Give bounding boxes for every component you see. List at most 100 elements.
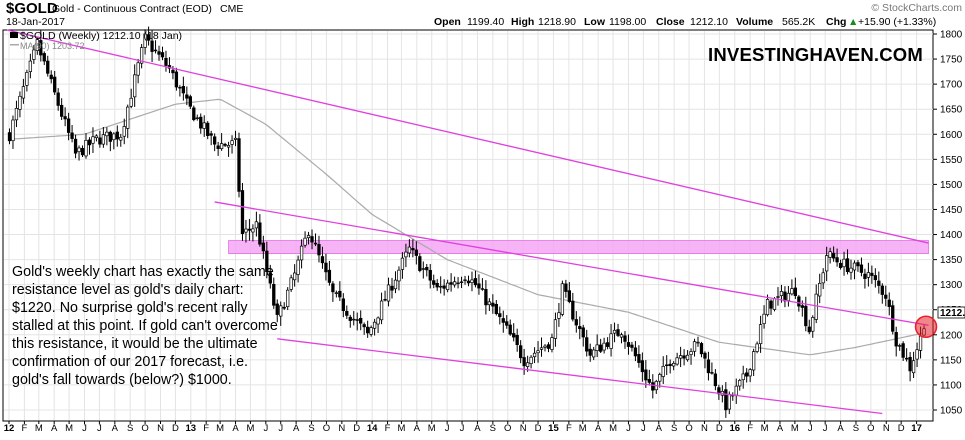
candle bbox=[884, 285, 888, 307]
candle bbox=[247, 218, 252, 241]
candle-body bbox=[647, 379, 651, 383]
x-tick-label: J bbox=[263, 423, 268, 434]
change-up-arrow-icon: ▲ bbox=[848, 16, 858, 28]
candle-body bbox=[258, 222, 262, 245]
candle-body bbox=[49, 74, 53, 80]
candle-body bbox=[206, 122, 210, 136]
candle bbox=[122, 118, 126, 145]
candle-body bbox=[213, 136, 217, 145]
x-tick-label: J bbox=[460, 423, 465, 434]
x-tick-label: 15 bbox=[548, 423, 559, 434]
candle-body bbox=[508, 324, 512, 335]
candle bbox=[393, 271, 398, 294]
candle-body bbox=[449, 282, 453, 285]
candle-body bbox=[313, 242, 318, 245]
candle-body bbox=[397, 269, 401, 282]
candle-body bbox=[393, 279, 398, 290]
candle-body bbox=[873, 275, 877, 281]
legend-price-entry: $GOLD (Weekly) 1212.10 (18 Jan) bbox=[20, 30, 182, 42]
candle bbox=[585, 329, 589, 357]
candle-body bbox=[292, 272, 297, 281]
candle bbox=[195, 114, 199, 121]
candle bbox=[866, 262, 871, 287]
y-tick-label: 1400 bbox=[940, 230, 963, 241]
candle-body bbox=[35, 39, 39, 51]
candle-body bbox=[244, 228, 248, 233]
candle bbox=[432, 274, 436, 289]
candle bbox=[21, 78, 26, 104]
x-tick-label: F bbox=[747, 423, 753, 434]
x-tick-label: F bbox=[21, 423, 27, 434]
x-tick-label: J bbox=[445, 423, 450, 434]
x-tick-label: M bbox=[761, 423, 769, 434]
candle-body bbox=[880, 285, 884, 295]
candle bbox=[282, 302, 286, 310]
candle bbox=[571, 292, 575, 322]
candle bbox=[463, 275, 467, 285]
candle-body bbox=[578, 326, 582, 330]
candle-body bbox=[379, 300, 384, 321]
candle bbox=[873, 268, 877, 288]
candle bbox=[689, 348, 693, 365]
candle bbox=[856, 260, 860, 272]
candle-body bbox=[428, 269, 432, 281]
x-tick-label: M bbox=[35, 423, 43, 434]
candle-body bbox=[894, 332, 898, 347]
candle bbox=[199, 113, 203, 134]
y-tick-label: 1450 bbox=[940, 205, 963, 216]
candle bbox=[581, 324, 585, 347]
candle-body bbox=[18, 95, 22, 110]
candle bbox=[317, 235, 321, 263]
low-label: Low bbox=[584, 16, 606, 28]
candle-body bbox=[498, 313, 502, 318]
candle bbox=[421, 261, 425, 279]
candle bbox=[484, 280, 488, 315]
candle bbox=[376, 316, 380, 334]
y-tick-label: 1300 bbox=[940, 280, 963, 291]
candle bbox=[216, 141, 220, 156]
candle bbox=[574, 311, 578, 333]
stockcharts-watermark: © StockCharts.com bbox=[871, 2, 962, 14]
candle bbox=[139, 44, 144, 69]
candle-body bbox=[439, 285, 443, 288]
x-tick-label: M bbox=[246, 423, 254, 434]
candle bbox=[870, 265, 874, 284]
candle-body bbox=[745, 372, 749, 377]
highlight-circle bbox=[914, 315, 938, 338]
candle bbox=[49, 70, 53, 84]
legend-ma-entry: MA(90) 1203.72 bbox=[20, 41, 85, 51]
candle bbox=[439, 276, 443, 294]
x-tick-label: J bbox=[97, 423, 102, 434]
candle-body bbox=[254, 221, 259, 229]
candle bbox=[192, 105, 196, 122]
candle bbox=[428, 263, 432, 289]
candle bbox=[786, 285, 791, 307]
candle bbox=[275, 299, 279, 323]
candle bbox=[129, 88, 133, 109]
resistance-zone bbox=[228, 240, 929, 254]
candle bbox=[821, 268, 825, 290]
candle-body bbox=[609, 333, 613, 349]
candle bbox=[435, 279, 439, 291]
candle-body bbox=[268, 272, 272, 284]
candle-body bbox=[911, 360, 916, 374]
candle-body bbox=[491, 302, 495, 307]
candle-body bbox=[334, 292, 339, 294]
x-tick-label: O bbox=[141, 423, 148, 434]
candle bbox=[310, 229, 314, 250]
high-label: High bbox=[511, 16, 534, 28]
y-tick-label: 1600 bbox=[940, 130, 963, 141]
candle bbox=[46, 55, 50, 77]
candle-body bbox=[331, 283, 335, 293]
candle bbox=[32, 45, 36, 64]
candle bbox=[150, 30, 154, 63]
candle-body bbox=[703, 352, 707, 359]
candle-body bbox=[66, 118, 71, 133]
candle bbox=[619, 332, 624, 344]
x-tick-label: M bbox=[791, 423, 799, 434]
candle-body bbox=[39, 40, 43, 56]
candle-body bbox=[800, 305, 804, 308]
candle bbox=[279, 301, 283, 326]
candle-body bbox=[675, 357, 679, 365]
candle-body bbox=[505, 321, 509, 326]
